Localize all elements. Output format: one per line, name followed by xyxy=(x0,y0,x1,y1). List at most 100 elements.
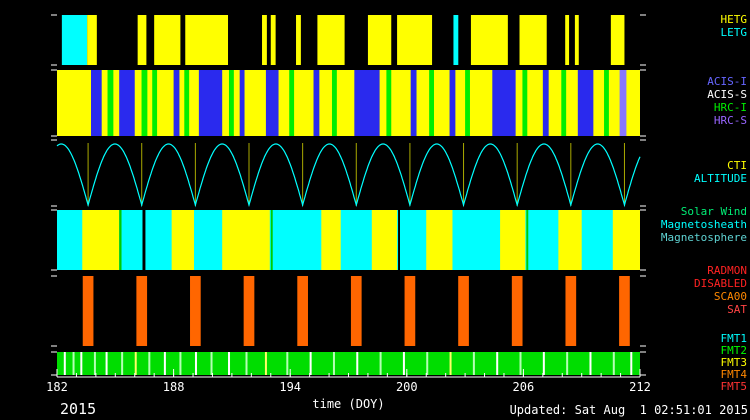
band-solar-wind-region-segment xyxy=(398,210,400,270)
band-instruments-segment xyxy=(141,70,148,136)
format-stripe xyxy=(194,352,197,375)
format-stripe xyxy=(93,352,96,375)
band-gratings-segment xyxy=(397,15,433,65)
legend-acis-s: ACIS-S xyxy=(707,88,747,101)
band-telemetry-format xyxy=(51,351,646,376)
band-radmon xyxy=(51,275,646,347)
legend-fmt5: FMT5 xyxy=(720,380,748,393)
legend-hrc-i: HRC-I xyxy=(713,101,747,114)
band-gratings xyxy=(51,14,646,66)
band-gratings-segment xyxy=(519,15,547,65)
radiation-bar xyxy=(297,276,308,346)
format-stripe xyxy=(472,352,475,375)
format-stripe xyxy=(566,352,569,375)
format-stripe xyxy=(121,352,124,375)
band-altitude xyxy=(51,139,646,208)
format-stripe xyxy=(80,352,83,375)
format-stripe xyxy=(426,352,429,375)
band-telemetry-format-base xyxy=(57,352,640,375)
updated-timestamp: Updated: Sat Aug 1 02:51:01 2015 xyxy=(509,403,748,417)
band-instruments-segment xyxy=(119,70,135,136)
legend-solar-wind: Solar Wind xyxy=(680,205,747,218)
band-instruments-segment xyxy=(410,70,417,136)
format-stripe xyxy=(228,352,231,375)
band-instruments-segment xyxy=(522,70,528,136)
band-gratings-segment xyxy=(296,15,301,65)
band-gratings-segment xyxy=(610,15,625,65)
radiation-bar xyxy=(511,276,523,346)
band-instruments-segment xyxy=(239,70,245,136)
legend-magnetosphere: Magnetosphere xyxy=(660,231,747,244)
legend-magnetosheath: Magnetosheath xyxy=(660,218,747,231)
band-altitude-base xyxy=(57,140,640,206)
band-gratings-segment xyxy=(154,15,181,65)
band-solar-wind-region-segment xyxy=(426,210,453,270)
format-stripe xyxy=(612,352,615,375)
format-stripe xyxy=(105,352,108,375)
band-solar-wind-region-segment xyxy=(171,210,195,270)
format-stripe xyxy=(134,352,137,375)
band-instruments-segment xyxy=(184,70,190,136)
band-instruments-segment xyxy=(289,70,295,136)
x-axis: 182 188 194 200 206 212 xyxy=(46,369,651,394)
band-gratings-segment xyxy=(137,15,147,65)
format-stripe xyxy=(245,352,248,375)
legend-radmon: RADMON xyxy=(707,264,747,277)
band-gratings-segment xyxy=(87,15,97,65)
legend-fmt4: FMT4 xyxy=(720,368,748,381)
radiation-bar xyxy=(136,276,148,346)
band-instruments-segment xyxy=(107,70,114,136)
legend-fmt3: FMT3 xyxy=(720,356,748,369)
band-solar-wind-region-segment xyxy=(222,210,270,270)
band-instruments-segment xyxy=(429,70,435,136)
x-tick-label: 212 xyxy=(629,380,651,394)
band-instruments-segment xyxy=(173,70,180,136)
legend-cti: CTI xyxy=(727,159,747,172)
legend-fmt1: FMT1 xyxy=(720,332,748,345)
band-instruments-segment xyxy=(265,70,279,136)
x-tick-label: 194 xyxy=(279,380,301,394)
band-gratings-segment xyxy=(262,15,267,65)
format-stripe xyxy=(210,352,213,375)
format-stripe xyxy=(148,352,151,375)
band-instruments-segment xyxy=(542,70,549,136)
format-stripe xyxy=(496,352,499,375)
format-stripe xyxy=(542,352,545,375)
band-instruments-segment xyxy=(152,70,158,136)
format-stripe xyxy=(63,352,66,375)
band-solar-wind-region-segment xyxy=(526,210,529,270)
band-gratings-segment xyxy=(470,15,508,65)
radiation-bar xyxy=(458,276,469,346)
band-gratings-segment xyxy=(270,15,276,65)
legend-sca00: SCA00 xyxy=(713,290,747,303)
band-gratings-segment xyxy=(61,15,88,65)
radiation-bar xyxy=(565,276,577,346)
band-solar-wind-region-segment xyxy=(612,210,640,270)
x-tick-label: 182 xyxy=(46,380,68,394)
band-solar-wind-region xyxy=(51,209,646,271)
format-stripe xyxy=(332,352,335,375)
legend-disabled: DISABLED xyxy=(694,277,747,290)
x-tick-label: 200 xyxy=(396,380,418,394)
x-axis-title: time (DOY) xyxy=(312,397,385,411)
radiation-bar xyxy=(82,276,94,346)
band-instruments-segment xyxy=(492,70,516,136)
x-tick-label: 188 xyxy=(163,380,185,394)
legend-sat: SAT xyxy=(727,303,747,316)
legend-hrc-s: HRC-S xyxy=(713,114,747,127)
format-stripe xyxy=(264,352,267,375)
band-instruments-segment xyxy=(331,70,337,136)
x-tick-label: 206 xyxy=(513,380,535,394)
band-solar-wind-region-segment xyxy=(371,210,398,270)
band-solar-wind-region-base xyxy=(57,210,640,270)
format-stripe xyxy=(286,352,289,375)
band-solar-wind-region-segment xyxy=(142,210,146,270)
band-gratings-segment xyxy=(453,15,459,65)
band-solar-wind-region-segment xyxy=(270,210,273,270)
band-instruments-segment xyxy=(198,70,223,136)
band-instruments-segment xyxy=(354,70,380,136)
altitude-curve xyxy=(56,143,641,208)
band-solar-wind-region-segment xyxy=(82,210,120,270)
